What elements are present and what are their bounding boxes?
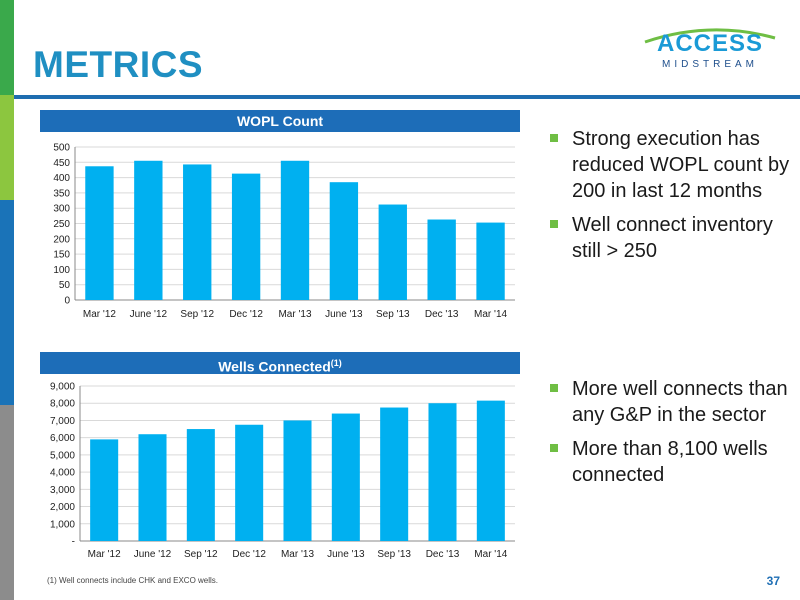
footnote: (1) Well connects include CHK and EXCO w… [47,576,219,585]
bar [85,166,114,300]
y-tick-label: 350 [53,188,70,199]
x-tick-label: Mar '14 [474,309,507,320]
y-tick-label: 3,000 [50,485,75,496]
y-tick-label: 400 [53,173,70,184]
accent-bar-green [0,0,14,95]
bar [134,160,163,300]
y-tick-label: 450 [53,158,70,169]
accent-bar-lightgreen [0,95,14,200]
bullet-marker [550,134,558,142]
wopl-chart-title: WOPL Count [236,113,324,129]
y-tick-label: 50 [59,280,71,291]
x-tick-label: June '13 [325,309,363,320]
bullets-top: Strong execution has reduced WOPL count … [550,126,790,272]
y-tick-label: 200 [53,234,70,245]
y-tick-label: 100 [53,265,70,276]
x-tick-label: Dec '12 [229,309,263,320]
y-tick-label: 0 [64,296,70,307]
bar [476,400,505,541]
x-tick-label: Dec '13 [425,309,459,320]
x-tick-label: Sep '13 [377,549,411,560]
accent-bar-gray [0,405,14,600]
bar [183,164,212,300]
wells-chart-title-sup: (1) [330,358,342,368]
x-tick-label: Dec '12 [232,549,266,560]
bar [428,403,457,541]
y-tick-label: 300 [53,204,70,215]
y-tick-label: 1,000 [50,519,75,530]
bar [331,413,360,541]
x-tick-label: Mar '13 [278,309,311,320]
x-tick-label: Mar '14 [474,549,507,560]
logo-line1: ACCESS [657,30,763,57]
x-tick-label: Mar '12 [88,549,121,560]
y-tick-label: - [72,537,75,548]
wells-chart-title: Wells Connected [218,358,331,375]
page-number: 37 [766,574,780,588]
x-tick-label: Mar '13 [281,549,314,560]
x-tick-label: Dec '13 [426,549,460,560]
x-tick-label: June '13 [327,549,365,560]
y-tick-label: 250 [53,219,70,230]
bar [476,222,505,300]
bar [90,439,119,541]
bar [280,160,310,300]
bar [283,420,312,541]
bullet-marker [550,384,558,392]
x-tick-label: Sep '12 [180,309,214,320]
y-tick-label: 8,000 [50,399,75,410]
y-tick-label: 150 [53,250,70,261]
bar [378,204,407,300]
bar [427,219,456,300]
bullet-marker [550,220,558,228]
y-tick-label: 4,000 [50,468,75,479]
x-tick-label: Sep '12 [184,549,218,560]
bullet-item: More than 8,100 wells connected [550,436,790,488]
y-tick-label: 6,000 [50,433,75,444]
bullet-item: Strong execution has reduced WOPL count … [550,126,790,204]
y-tick-label: 500 [53,143,70,154]
x-tick-label: Sep '13 [376,309,410,320]
bullet-marker [550,444,558,452]
y-tick-label: 2,000 [50,502,75,513]
logo-line2: MIDSTREAM [662,59,758,70]
x-tick-label: Mar '12 [83,309,116,320]
bar [235,424,264,541]
bullet-item: More well connects than any G&P in the s… [550,376,790,428]
x-tick-label: June '12 [134,549,172,560]
bar [231,173,261,300]
y-tick-label: 7,000 [50,416,75,427]
x-tick-label: June '12 [130,309,168,320]
bullets-bottom: More well connects than any G&P in the s… [550,376,790,496]
wopl-chart-header: WOPL Count [40,110,520,132]
y-tick-label: 5,000 [50,450,75,461]
page-title: METRICS [33,44,203,85]
wells-connected-chart-header: Wells Connected(1) [40,352,520,375]
bar [329,182,359,300]
y-tick-label: 9,000 [50,382,75,393]
bullet-item: Well connect inventory still > 250 [550,212,790,264]
bar [138,434,167,541]
bar [380,407,409,541]
title-divider [14,95,800,99]
access-midstream-logo: ACCESS MIDSTREAM [644,28,776,70]
accent-bar-blue [0,200,14,405]
bar [186,429,215,541]
